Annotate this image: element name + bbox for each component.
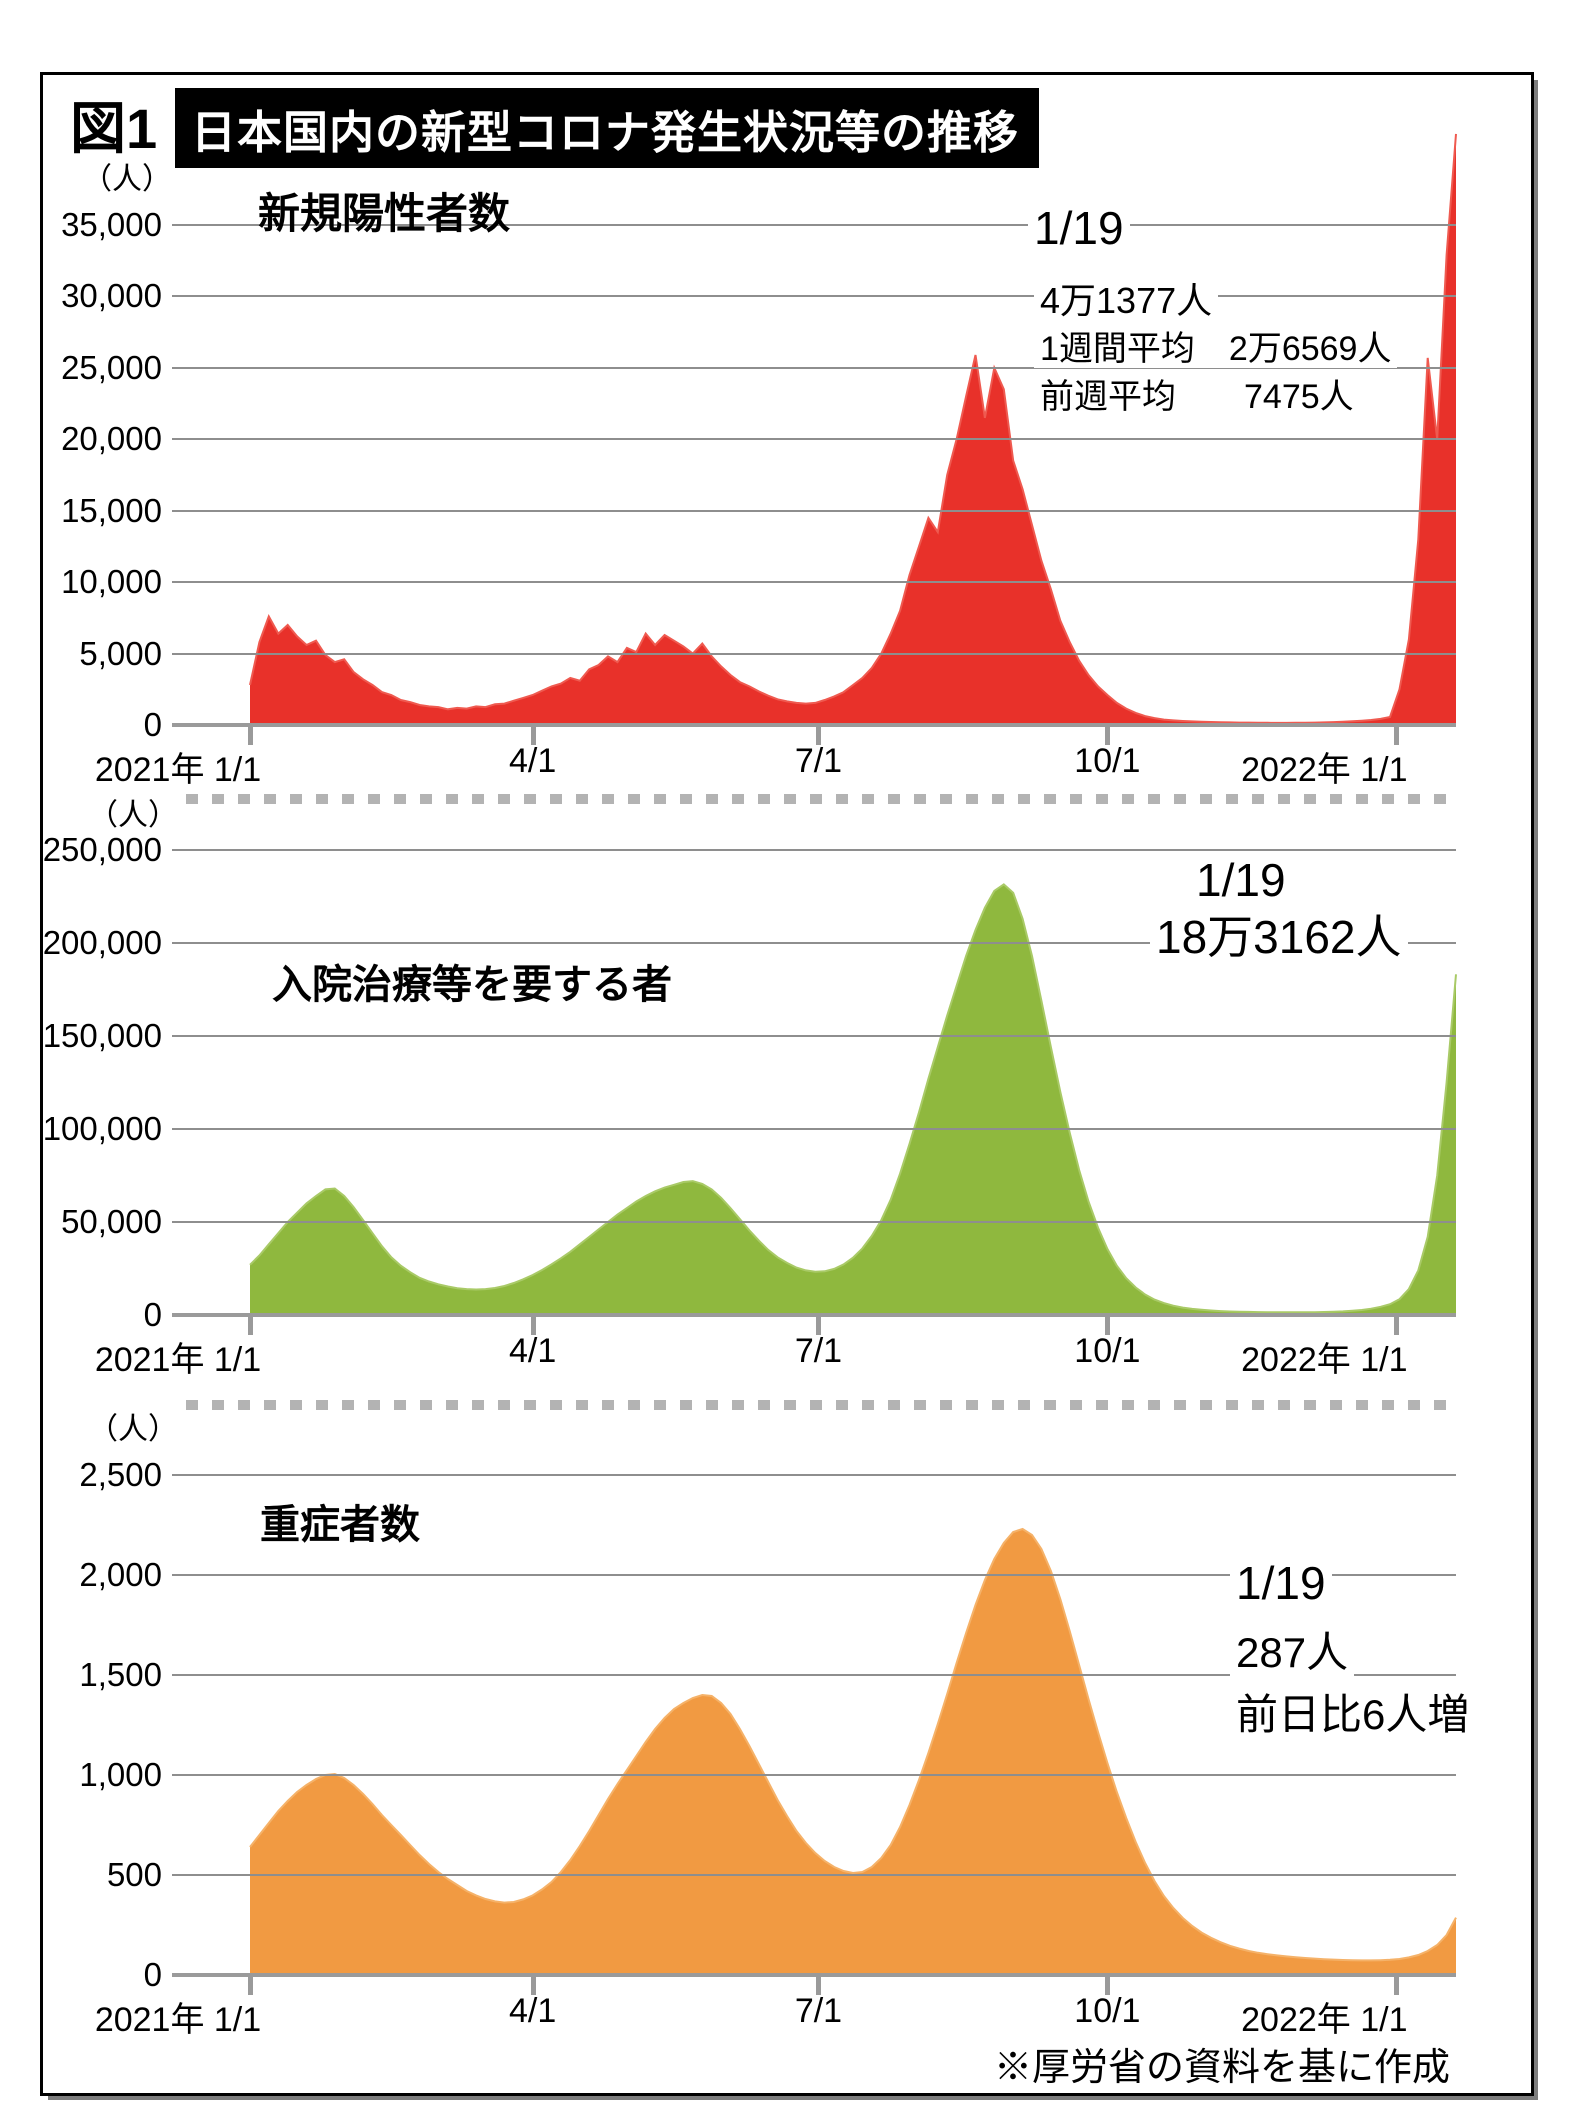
gridline — [172, 1874, 1456, 1876]
annotation-text: 前週平均 7475人 — [1034, 378, 1360, 417]
gridline — [172, 1774, 1456, 1776]
axis-tick-mark — [530, 727, 536, 745]
gridline — [172, 1674, 1456, 1676]
x-axis-line — [172, 1313, 1456, 1317]
gridline — [172, 1474, 1456, 1476]
axis-tick-mark — [530, 1977, 536, 1995]
y-axis-tick-label: 20,000 — [61, 420, 162, 458]
x-axis-tick-label: 4/1 — [509, 1332, 557, 1370]
annotation-text: 18万3162人 — [1150, 912, 1408, 963]
chart-separator — [186, 794, 1454, 804]
axis-tick-mark — [248, 727, 253, 745]
annotation-text: 1/19 — [1230, 1558, 1332, 1609]
y-axis-unit-label: （人） — [82, 163, 172, 196]
y-axis-unit-label: （人） — [88, 1413, 178, 1446]
series-label: 新規陽性者数 — [258, 190, 511, 237]
y-axis-tick-label: 1,500 — [79, 1656, 162, 1693]
y-axis-tick-label: 5,000 — [79, 634, 162, 672]
x-axis-tick-label: 2022年 1/1 — [1241, 1341, 1408, 1379]
gridline — [172, 1035, 1456, 1037]
x-axis-tick-label: 2022年 1/1 — [1241, 2001, 1408, 2039]
annotation-text: 4万1377人 — [1034, 281, 1219, 321]
gridline — [172, 581, 1456, 584]
axis-tick-mark — [248, 1977, 253, 1995]
annotation-text: 1週間平均 2万6569人 — [1034, 330, 1398, 369]
y-axis-tick-label: 200,000 — [42, 924, 162, 961]
gridline — [172, 942, 1456, 944]
y-axis-unit-label: （人） — [88, 799, 178, 832]
x-axis-line — [172, 1973, 1456, 1977]
x-axis-tick-label: 7/1 — [794, 1992, 843, 2030]
figure-title: 日本国内の新型コロナ発生状況等の推移 — [191, 106, 1020, 158]
y-axis-tick-label: 25,000 — [61, 348, 162, 386]
figure-frame — [40, 72, 1534, 2096]
x-axis-tick-label: 10/1 — [1074, 742, 1141, 780]
axis-tick-mark — [816, 727, 822, 745]
gridline — [172, 1221, 1456, 1223]
axis-tick-mark — [1105, 727, 1111, 745]
axis-tick-mark — [1105, 1317, 1111, 1335]
y-axis-tick-label: 1,000 — [79, 1756, 162, 1793]
gridline — [172, 295, 1456, 298]
gridline — [172, 366, 1456, 369]
y-axis-tick-label: 0 — [143, 1956, 162, 1993]
x-axis-tick-label: 2021年 1/1 — [94, 1341, 262, 1379]
x-axis-tick-label: 2021年 1/1 — [94, 2001, 262, 2039]
y-axis-tick-label: 100,000 — [42, 1110, 162, 1147]
y-axis-tick-label: 250,000 — [42, 831, 162, 868]
gridline — [172, 849, 1456, 851]
series-label: 入院治療等を要する者 — [272, 963, 672, 1007]
axis-tick-mark — [1105, 1977, 1111, 1995]
x-axis-tick-label: 2022年 1/1 — [1241, 751, 1408, 789]
axis-tick-mark — [248, 1317, 253, 1335]
gridline — [172, 1128, 1456, 1130]
axis-tick-mark — [1394, 1317, 1400, 1335]
axis-tick-mark — [816, 1977, 822, 1995]
annotation-text: 前日比6人増 — [1230, 1691, 1476, 1739]
x-axis-line — [172, 723, 1456, 727]
y-axis-tick-label: 2,000 — [79, 1556, 162, 1593]
y-axis-tick-label: 35,000 — [61, 206, 162, 243]
y-axis-tick-label: 150,000 — [42, 1017, 162, 1054]
y-axis-tick-label: 15,000 — [61, 491, 162, 529]
gridline — [172, 509, 1456, 512]
gridline — [172, 224, 1456, 226]
y-axis-tick-label: 30,000 — [61, 277, 162, 315]
x-axis-tick-label: 4/1 — [509, 1992, 557, 2030]
x-axis-tick-label: 10/1 — [1074, 1992, 1141, 2030]
axis-tick-mark — [1394, 1977, 1400, 1995]
y-axis-tick-label: 50,000 — [61, 1203, 162, 1240]
area-series-2 — [249, 883, 1457, 1315]
axis-tick-mark — [816, 1317, 822, 1335]
gridline — [172, 438, 1456, 441]
gridline — [172, 652, 1456, 655]
y-axis-tick-label: 2,500 — [79, 1456, 162, 1493]
area-series-1 — [249, 133, 1457, 725]
gridline — [172, 1574, 1456, 1576]
source-note: ※厚労省の資料を基に作成 — [993, 2047, 1450, 2089]
y-axis-tick-label: 0 — [143, 1296, 162, 1333]
x-axis-tick-label: 10/1 — [1074, 1332, 1141, 1370]
x-axis-tick-label: 2021年 1/1 — [94, 751, 262, 789]
x-axis-tick-label: 7/1 — [794, 1332, 843, 1370]
axis-tick-mark — [530, 1317, 536, 1335]
figure-number: 図1 — [70, 97, 158, 160]
x-axis-tick-label: 7/1 — [794, 742, 843, 780]
annotation-text: 287人 — [1230, 1629, 1355, 1677]
annotation-text: 1/19 — [1190, 855, 1292, 906]
x-axis-tick-label: 4/1 — [509, 742, 557, 780]
y-axis-tick-label: 10,000 — [61, 563, 162, 601]
axis-tick-mark — [1394, 727, 1400, 745]
area-series-3 — [249, 1527, 1457, 1975]
figure-title-banner: 日本国内の新型コロナ発生状況等の推移 — [175, 88, 1039, 168]
y-axis-tick-label: 0 — [143, 706, 162, 743]
annotation-text: 1/19 — [1028, 203, 1130, 254]
y-axis-tick-label: 500 — [106, 1856, 162, 1893]
chart-separator — [186, 1400, 1454, 1410]
series-label: 重症者数 — [260, 1503, 420, 1547]
